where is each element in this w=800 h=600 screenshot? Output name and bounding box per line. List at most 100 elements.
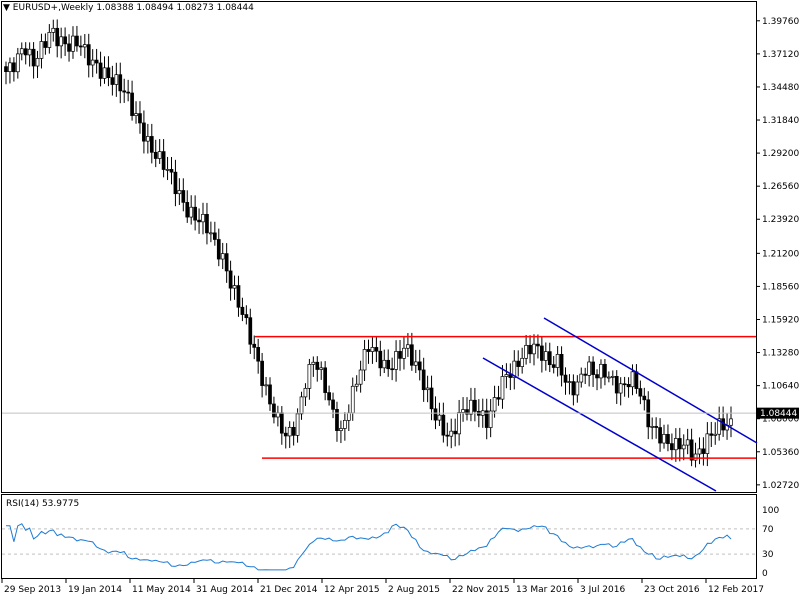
bearish-candle [272,403,276,418]
time-tick-label: 21 Dec 2014 [260,585,318,595]
bullish-candle [311,361,316,365]
bullish-candle [295,413,300,436]
bullish-candle [713,433,718,436]
bearish-candle [122,90,127,93]
bullish-candle [201,213,205,223]
bullish-candle [90,59,95,66]
bullish-candle [512,360,517,378]
price-tick-label: 1.37120 [762,50,799,60]
bearish-candle [622,383,627,386]
bearish-candle [130,92,134,116]
rsi-line [6,523,732,571]
bullish-candle [71,35,75,52]
current-price-label: 1.08444 [760,409,797,419]
bullish-candle [264,384,268,387]
bullish-candle [500,376,505,400]
bearish-candle [75,35,79,47]
bullish-candle [457,412,461,435]
bullish-candle [51,27,56,33]
bearish-candle [709,433,714,436]
bearish-candle [252,343,257,348]
bullish-candle [402,347,406,359]
bearish-candle [551,364,556,368]
bullish-candle [177,190,182,195]
bearish-candle [94,59,99,64]
bearish-candle [260,360,264,386]
bullish-candle [413,361,418,366]
bearish-candle [79,45,83,48]
bearish-candle [638,388,643,397]
bullish-candle [425,387,430,391]
bearish-candle [441,414,446,436]
bearish-candle [445,434,450,437]
bearish-candle [228,270,233,289]
bullish-candle [488,410,493,428]
time-tick-label: 19 Jan 2014 [68,585,122,595]
price-tick-label: 1.05360 [762,448,799,458]
bullish-candle [705,433,710,454]
bearish-candle [126,91,130,94]
bearish-candle [31,48,36,67]
price-tick-label: 1.29200 [762,149,799,159]
open-value: 1.08388 [96,3,134,13]
dropdown-arrow-icon[interactable]: ▼ [3,3,10,13]
bearish-candle [484,410,489,428]
bearish-candle [169,169,174,173]
bearish-candle [571,381,576,396]
candles [4,19,733,468]
bullish-candle [354,383,359,387]
bearish-candle [323,367,328,393]
bullish-candle [520,357,525,367]
bullish-candle [102,67,107,79]
bearish-candle [528,344,532,355]
bullish-candle [350,385,355,414]
price-axis: 1.39760 1.37120 1.34480 1.31840 1.29200 1.265… [756,17,799,491]
bullish-candle [524,344,528,359]
bearish-candle [161,151,166,170]
bearish-candle [205,213,209,234]
bullish-candle [543,351,548,361]
price-tick-label: 1.39760 [762,17,799,27]
bearish-candle [118,74,123,92]
bullish-candle [27,48,32,56]
rsi-tick-label: 0 [762,569,768,579]
bearish-candle [465,409,469,415]
bearish-candle [110,77,115,85]
bearish-candle [473,399,477,412]
bullish-candle [232,285,237,289]
bullish-candle [461,409,465,413]
price-tick-label: 1.08000 [762,415,799,425]
bearish-candle [563,374,568,383]
bearish-candle [86,44,91,66]
bullish-candle [449,430,454,437]
rsi-label: RSI(14) 53.9775 [6,499,80,509]
bearish-candle [216,239,221,260]
bearish-candle [197,219,201,223]
bullish-candle [579,373,584,383]
rsi-tick-label: 70 [762,525,774,535]
bullish-candle [650,426,655,428]
channel-lower-line [482,357,717,492]
bearish-candle [496,397,501,400]
bearish-candle [701,448,706,454]
bearish-candle [331,399,335,410]
bearish-candle [67,43,71,52]
bearish-candle [212,232,217,240]
price-tick-label: 1.21200 [762,249,799,259]
bearish-candle [4,66,8,73]
bearish-candle [390,368,394,371]
bearish-candle [626,384,631,388]
bearish-candle [185,202,190,218]
bearish-candle [173,171,178,195]
bullish-candle [319,367,324,370]
bearish-candle [634,371,639,389]
bearish-candle [142,122,146,142]
bearish-candle [595,374,599,379]
bullish-candle [504,374,509,377]
current-price-box [757,407,799,419]
bearish-candle [591,361,595,375]
bearish-candle [224,253,229,272]
bullish-candle [697,448,702,455]
bearish-candle [654,426,658,428]
bearish-candle [614,376,619,394]
